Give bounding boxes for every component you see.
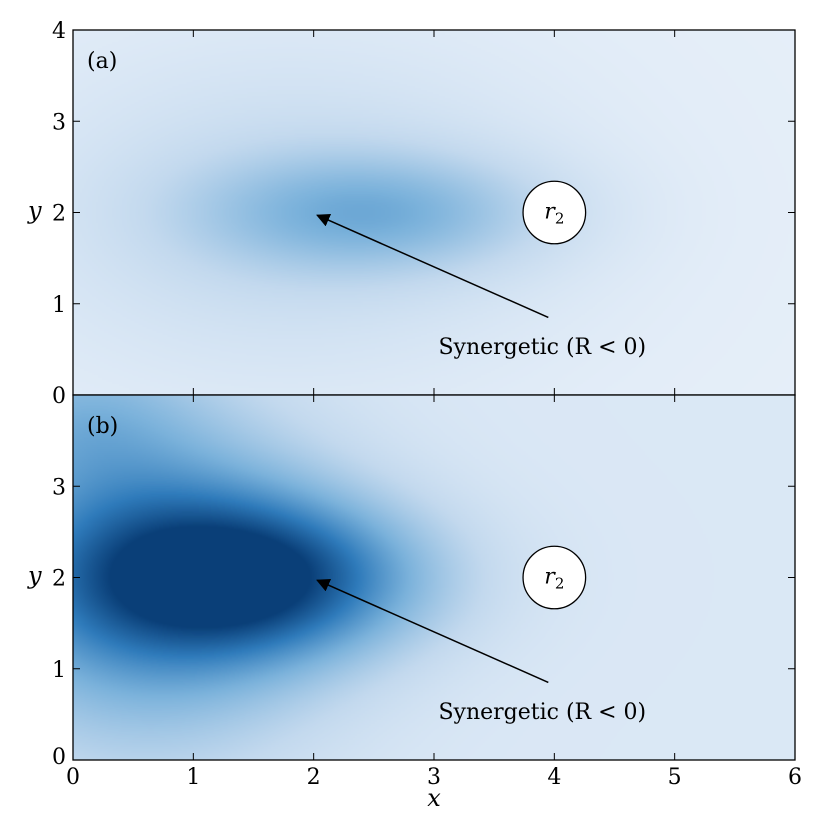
y-axis-label-a: y <box>27 197 42 225</box>
r2-circle-a <box>522 180 587 245</box>
x-tick-label: 1 <box>186 765 200 790</box>
y-tick-label: 3 <box>52 475 66 500</box>
annotation-arrow-a <box>316 213 549 319</box>
y-tick-label: 0 <box>52 745 66 770</box>
x-tick-labels-b: 0 1 2 3 4 5 6 <box>66 765 802 790</box>
r2-label-b: r2 <box>544 565 564 593</box>
y-tick-label: 2 <box>52 202 66 227</box>
r2-label-a: r2 <box>544 200 564 228</box>
x-tick-label: 2 <box>307 765 321 790</box>
x-tick-label: 3 <box>427 765 441 790</box>
x-tick-label: 0 <box>66 765 80 790</box>
y-tick-label: 0 <box>52 384 66 409</box>
y-tick-label: 3 <box>52 110 66 135</box>
y-tick-labels-b: 0 1 2 3 <box>52 475 66 770</box>
panel-label-b: (b) <box>87 414 118 439</box>
panel-label-a: (a) <box>87 49 117 74</box>
y-tick-label: 1 <box>52 658 66 683</box>
y-tick-label: 2 <box>52 567 66 592</box>
y-tick-labels-a: 0 1 2 3 4 <box>52 19 66 409</box>
annotation-text-a: Synergetic (R < 0) <box>438 335 646 360</box>
panel-b: 0 1 2 3 0 1 2 3 4 5 6 (b) y x r2 Synergetic (R < … <box>27 394 802 812</box>
heatmap-b <box>73 395 795 760</box>
axes-frame-b <box>72 394 796 761</box>
r2-circle-b <box>522 545 587 610</box>
panel-a: 0 1 2 3 4 (a) y r2 Synergetic (R < 0) <box>27 19 796 409</box>
x-tick-label: 6 <box>788 765 802 790</box>
annotation-text-b: Synergetic (R < 0) <box>438 700 646 725</box>
annotation-arrow-b <box>316 578 549 684</box>
heatmap-a <box>73 30 795 395</box>
y-axis-label-b: y <box>27 562 42 590</box>
x-tick-label: 4 <box>547 765 561 790</box>
x-axis-label: x <box>427 784 441 812</box>
x-tick-label: 5 <box>668 765 682 790</box>
y-tick-label: 1 <box>52 293 66 318</box>
y-tick-label: 4 <box>52 19 66 44</box>
